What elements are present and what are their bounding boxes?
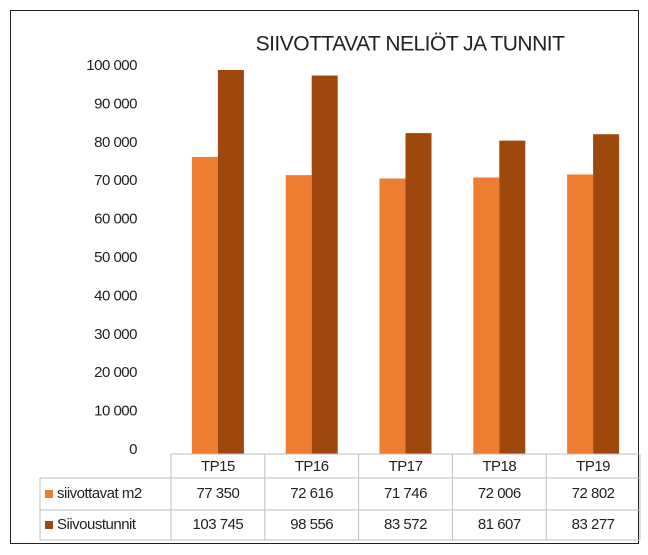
data-table-cell: 72 006 bbox=[478, 485, 521, 502]
bar bbox=[405, 133, 432, 454]
data-table-cell: 77 350 bbox=[196, 485, 239, 502]
y-tick-label: 90 000 bbox=[94, 95, 137, 112]
legend-label: Siivoustunnit bbox=[57, 516, 137, 533]
bar bbox=[473, 177, 500, 454]
plot-area bbox=[191, 70, 620, 454]
bar bbox=[191, 156, 218, 454]
x-tick-label: TP17 bbox=[389, 458, 423, 475]
bar bbox=[285, 175, 312, 454]
y-tick-label: 10 000 bbox=[94, 403, 137, 420]
data-table-cell: 83 277 bbox=[572, 516, 615, 533]
y-tick-label: 80 000 bbox=[94, 134, 137, 151]
y-tick-label: 100 000 bbox=[86, 57, 137, 74]
y-tick-label: 40 000 bbox=[94, 287, 137, 304]
y-tick-label: 30 000 bbox=[94, 326, 137, 343]
y-tick-label: 60 000 bbox=[94, 211, 137, 228]
data-table-cell: 72 616 bbox=[290, 485, 333, 502]
data-table-cell: 103 745 bbox=[193, 516, 244, 533]
data-table-cell: 98 556 bbox=[290, 516, 333, 533]
bar bbox=[311, 75, 338, 454]
x-tick-label: TP16 bbox=[295, 458, 329, 475]
bar bbox=[593, 134, 620, 454]
legend-swatch bbox=[45, 521, 53, 529]
data-table-cell: 83 572 bbox=[384, 516, 427, 533]
y-tick-label: 50 000 bbox=[94, 249, 137, 266]
y-tick-label: 70 000 bbox=[94, 172, 137, 189]
y-tick-label: 0 bbox=[129, 441, 137, 458]
bar bbox=[217, 70, 244, 454]
y-tick-label: 20 000 bbox=[94, 364, 137, 381]
chart-title: SIIVOTTAVAT NELIÖT JA TUNNIT bbox=[256, 33, 566, 56]
legend-swatch bbox=[45, 490, 53, 498]
data-table-cell: 81 607 bbox=[478, 516, 521, 533]
bar bbox=[379, 178, 406, 454]
x-tick-label: TP18 bbox=[482, 458, 516, 475]
x-tick-label: TP19 bbox=[576, 458, 610, 475]
x-tick-label: TP15 bbox=[201, 458, 235, 475]
legend-label: siivottavat m2 bbox=[57, 485, 142, 502]
bar bbox=[567, 174, 594, 454]
data-table-cell: 72 802 bbox=[572, 485, 615, 502]
data-table-cell: 71 746 bbox=[384, 485, 427, 502]
bar bbox=[499, 140, 526, 454]
